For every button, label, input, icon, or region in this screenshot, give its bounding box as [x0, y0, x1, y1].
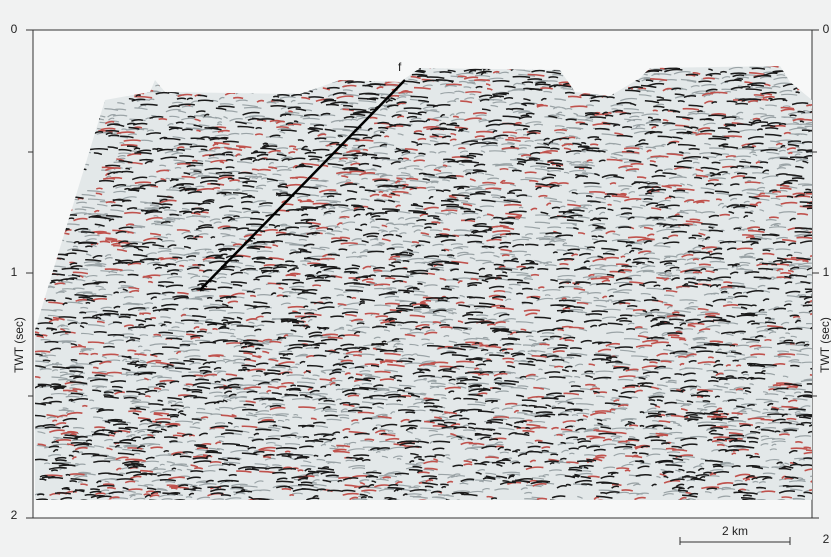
tick-label: 0 — [11, 22, 18, 36]
seismic-section — [33, 60, 830, 510]
tick-label: 0 — [823, 22, 830, 36]
tick-label: 1 — [11, 265, 18, 279]
scale-label: 2 km — [722, 524, 748, 538]
tick-label: 1 — [823, 265, 830, 279]
page: f 0 1 2 0 1 2 TWT (sec) TWT (sec) 2 km (… — [0, 0, 831, 557]
tick-label: 2 — [11, 508, 18, 522]
axis-label: TWT (sec) — [12, 317, 26, 373]
axis-label: TWT (sec) — [818, 317, 831, 373]
tick-label: 2 — [823, 532, 830, 546]
seismic-figure: f 0 1 2 0 1 2 TWT (sec) TWT (sec) 2 km — [0, 0, 831, 557]
